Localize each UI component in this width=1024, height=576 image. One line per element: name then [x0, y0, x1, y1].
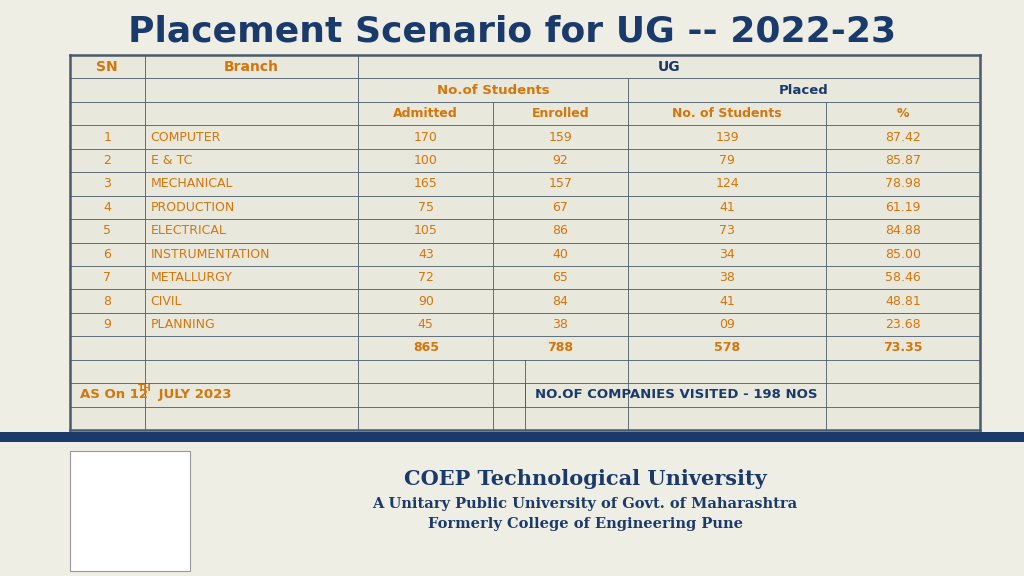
Text: 788: 788	[548, 342, 573, 354]
Text: A Unitary Public University of Govt. of Maharashtra: A Unitary Public University of Govt. of …	[373, 498, 798, 511]
Text: 86: 86	[553, 224, 568, 237]
Text: 8: 8	[103, 294, 112, 308]
Text: Branch: Branch	[224, 60, 280, 74]
Text: 23.68: 23.68	[886, 318, 921, 331]
Text: 3: 3	[103, 177, 112, 191]
Text: 85.00: 85.00	[885, 248, 922, 261]
Text: Formerly College of Engineering Pune: Formerly College of Engineering Pune	[427, 517, 742, 532]
Text: NO.OF COMPANIES VISITED - 198 NOS: NO.OF COMPANIES VISITED - 198 NOS	[535, 388, 817, 401]
Text: 38: 38	[553, 318, 568, 331]
Text: 105: 105	[414, 224, 437, 237]
Text: %: %	[897, 107, 909, 120]
Text: 75: 75	[418, 201, 434, 214]
Text: No.of Students: No.of Students	[437, 84, 550, 97]
Text: 85.87: 85.87	[885, 154, 922, 167]
Text: 72: 72	[418, 271, 434, 284]
Text: 41: 41	[719, 201, 735, 214]
Text: 65: 65	[553, 271, 568, 284]
Text: Placement Scenario for UG -- 2022-23: Placement Scenario for UG -- 2022-23	[128, 15, 896, 49]
Text: No. of Students: No. of Students	[672, 107, 782, 120]
Text: 2: 2	[103, 154, 112, 167]
Text: 84.88: 84.88	[885, 224, 921, 237]
Text: 578: 578	[714, 342, 740, 354]
Text: 78.98: 78.98	[885, 177, 921, 191]
Text: INSTRUMENTATION: INSTRUMENTATION	[151, 248, 270, 261]
Text: 1: 1	[103, 131, 112, 143]
Text: 67: 67	[553, 201, 568, 214]
Text: UG: UG	[658, 60, 681, 74]
Text: AS On 12: AS On 12	[80, 388, 148, 401]
Text: 170: 170	[414, 131, 437, 143]
Text: 87.42: 87.42	[885, 131, 921, 143]
Text: 7: 7	[103, 271, 112, 284]
Text: 61.19: 61.19	[886, 201, 921, 214]
Text: Enrolled: Enrolled	[531, 107, 589, 120]
Text: 90: 90	[418, 294, 434, 308]
Bar	[0, 432, 1024, 442]
Text: ELECTRICAL: ELECTRICAL	[151, 224, 226, 237]
Bar	[70, 55, 980, 430]
Text: 6: 6	[103, 248, 112, 261]
Text: JULY 2023: JULY 2023	[154, 388, 231, 401]
Text: 48.81: 48.81	[885, 294, 921, 308]
Text: 865: 865	[413, 342, 439, 354]
Text: Placed: Placed	[779, 84, 828, 97]
Text: 73: 73	[719, 224, 735, 237]
Text: 124: 124	[715, 177, 739, 191]
Text: 165: 165	[414, 177, 437, 191]
Text: TH: TH	[138, 384, 152, 393]
Text: 43: 43	[418, 248, 434, 261]
Text: COEP Technological University: COEP Technological University	[403, 469, 766, 490]
Text: PLANNING: PLANNING	[151, 318, 215, 331]
Text: PRODUCTION: PRODUCTION	[151, 201, 234, 214]
Text: 45: 45	[418, 318, 434, 331]
Text: CIVIL: CIVIL	[151, 294, 182, 308]
Text: 159: 159	[549, 131, 572, 143]
Text: 139: 139	[715, 131, 739, 143]
Text: 79: 79	[719, 154, 735, 167]
Text: MECHANICAL: MECHANICAL	[151, 177, 233, 191]
Text: 84: 84	[553, 294, 568, 308]
Text: 157: 157	[549, 177, 572, 191]
Text: 34: 34	[719, 248, 735, 261]
Text: 41: 41	[719, 294, 735, 308]
Text: 100: 100	[414, 154, 437, 167]
Text: COMPUTER: COMPUTER	[151, 131, 221, 143]
Text: SN: SN	[96, 60, 118, 74]
Text: 9: 9	[103, 318, 112, 331]
Text: 5: 5	[103, 224, 112, 237]
Text: 92: 92	[553, 154, 568, 167]
Text: 40: 40	[553, 248, 568, 261]
Text: METALLURGY: METALLURGY	[151, 271, 232, 284]
Text: 73.35: 73.35	[884, 342, 923, 354]
Text: Admitted: Admitted	[393, 107, 458, 120]
Text: 09: 09	[719, 318, 735, 331]
Text: 38: 38	[719, 271, 735, 284]
Text: 58.46: 58.46	[885, 271, 921, 284]
Bar	[70, 451, 190, 571]
Text: E & TC: E & TC	[151, 154, 191, 167]
Text: 4: 4	[103, 201, 112, 214]
